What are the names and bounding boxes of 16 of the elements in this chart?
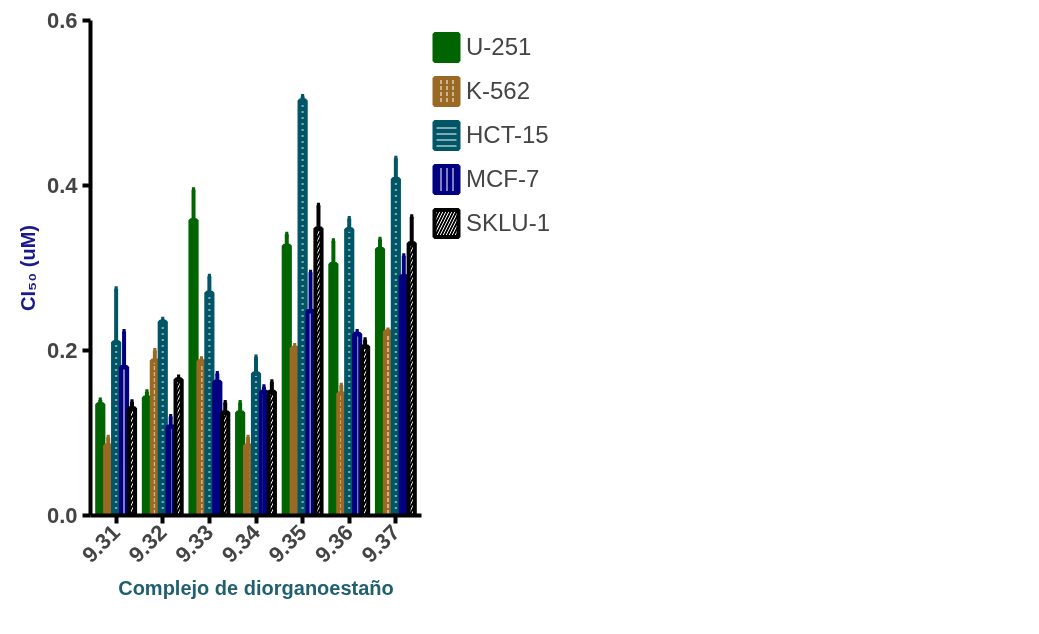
legend-label: SKLU-1	[466, 209, 551, 237]
legend-label: MCF-7	[466, 165, 540, 193]
x-tick-label: 9.33	[170, 519, 219, 568]
x-tick-label: 9.34	[216, 519, 266, 568]
y-tick-label: 0.4	[46, 173, 79, 198]
x-tick-label: 9.31	[77, 519, 125, 568]
y-tick-label: 0.0	[46, 503, 78, 528]
x-axis-title: Complejo de diorganoestaño	[118, 577, 394, 600]
y-tick-label: 0.2	[46, 338, 78, 363]
legend-label: U-251	[466, 33, 532, 61]
legend-label: K-562	[466, 77, 531, 105]
y-axis-title: CI₅₀ (uM)	[16, 225, 39, 311]
x-tick-label: 9.32	[123, 519, 172, 568]
x-tick-label: 9.36	[310, 519, 359, 568]
legend-label: HCT-15	[466, 121, 549, 149]
y-tick-label: 0.6	[46, 8, 78, 33]
